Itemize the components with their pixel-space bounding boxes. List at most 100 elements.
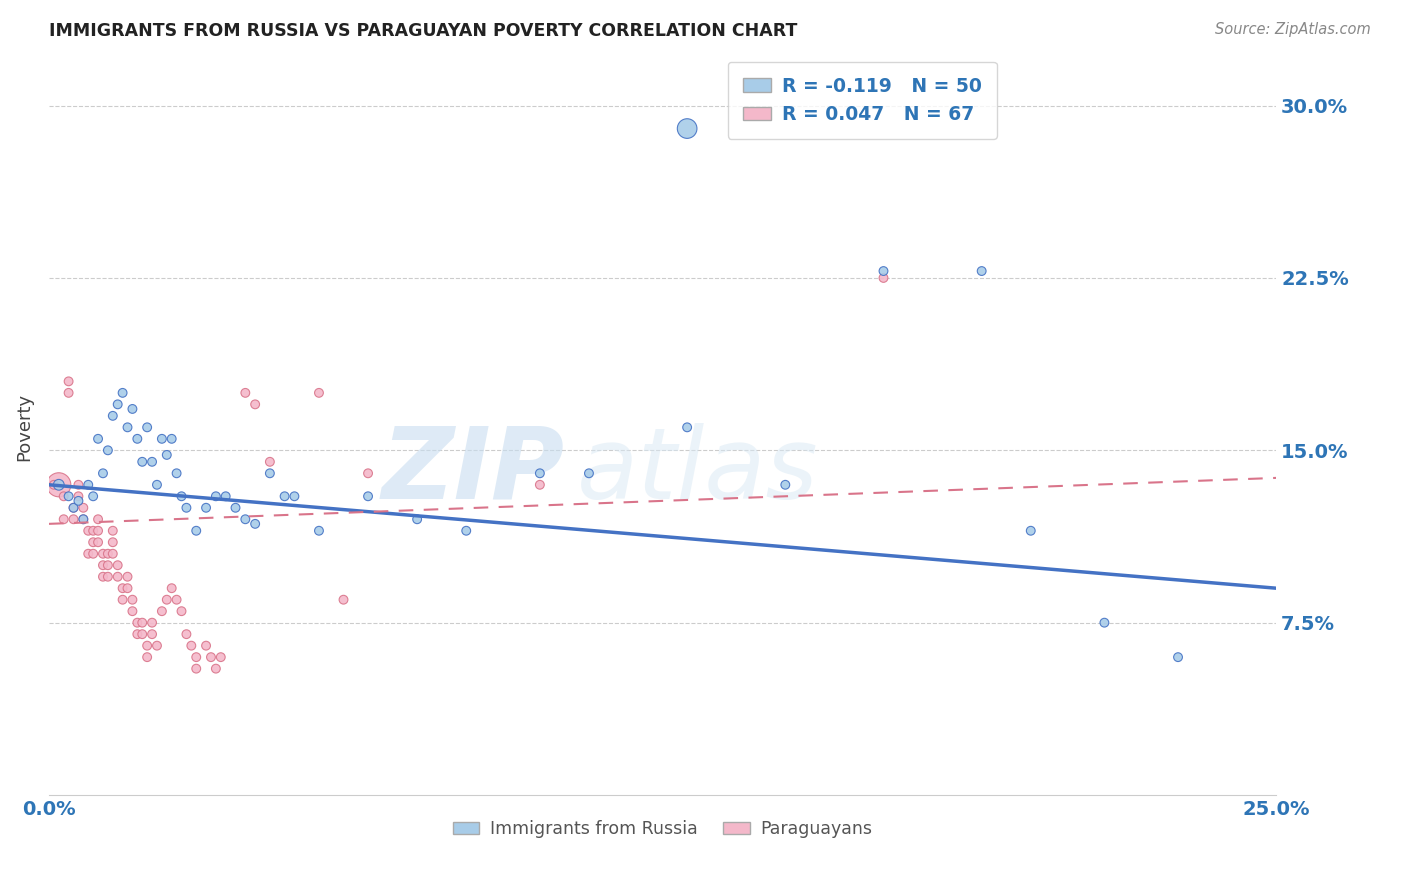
Point xyxy=(176,627,198,641)
Point xyxy=(62,500,84,515)
Point xyxy=(308,524,330,538)
Point xyxy=(101,524,124,538)
Text: ZIP: ZIP xyxy=(381,423,564,520)
Point xyxy=(101,547,124,561)
Point xyxy=(136,420,159,434)
Point xyxy=(67,477,90,491)
Point xyxy=(87,524,110,538)
Point xyxy=(67,494,90,508)
Point xyxy=(87,512,110,526)
Point xyxy=(1167,650,1189,665)
Point xyxy=(121,592,143,607)
Point xyxy=(111,592,134,607)
Point xyxy=(97,443,120,458)
Point xyxy=(72,512,94,526)
Text: atlas: atlas xyxy=(576,423,818,520)
Point xyxy=(91,570,114,584)
Point xyxy=(141,627,163,641)
Point xyxy=(72,512,94,526)
Point xyxy=(48,477,70,491)
Point xyxy=(156,592,179,607)
Point xyxy=(117,581,139,595)
Point xyxy=(82,535,104,549)
Point xyxy=(332,592,354,607)
Point xyxy=(273,489,295,503)
Y-axis label: Poverty: Poverty xyxy=(15,393,32,461)
Point xyxy=(872,264,894,278)
Point xyxy=(195,500,218,515)
Point xyxy=(121,604,143,618)
Point xyxy=(243,397,266,411)
Point xyxy=(58,375,80,389)
Point xyxy=(578,467,600,481)
Point xyxy=(1019,524,1042,538)
Point xyxy=(357,467,380,481)
Point xyxy=(117,420,139,434)
Point xyxy=(117,570,139,584)
Point xyxy=(233,385,256,400)
Point xyxy=(970,264,993,278)
Point xyxy=(131,627,153,641)
Point xyxy=(529,477,551,491)
Point xyxy=(127,615,149,630)
Point xyxy=(225,500,247,515)
Point xyxy=(180,639,202,653)
Point xyxy=(676,420,699,434)
Point xyxy=(82,524,104,538)
Point xyxy=(131,455,153,469)
Point xyxy=(77,524,100,538)
Point xyxy=(283,489,305,503)
Point xyxy=(127,432,149,446)
Point xyxy=(195,639,218,653)
Point xyxy=(406,512,429,526)
Point xyxy=(77,547,100,561)
Point xyxy=(107,570,129,584)
Point xyxy=(160,581,183,595)
Point xyxy=(1092,615,1115,630)
Point xyxy=(111,581,134,595)
Point xyxy=(456,524,478,538)
Point xyxy=(97,570,120,584)
Point xyxy=(97,558,120,573)
Point xyxy=(136,639,159,653)
Point xyxy=(91,558,114,573)
Point xyxy=(136,650,159,665)
Point xyxy=(141,455,163,469)
Point xyxy=(91,547,114,561)
Point xyxy=(160,432,183,446)
Point xyxy=(72,500,94,515)
Point xyxy=(146,639,169,653)
Point xyxy=(48,477,70,491)
Point xyxy=(156,448,179,462)
Point xyxy=(308,385,330,400)
Point xyxy=(170,604,193,618)
Point xyxy=(62,512,84,526)
Point xyxy=(107,397,129,411)
Point xyxy=(111,385,134,400)
Point xyxy=(141,615,163,630)
Text: Source: ZipAtlas.com: Source: ZipAtlas.com xyxy=(1215,22,1371,37)
Point xyxy=(58,489,80,503)
Point xyxy=(67,489,90,503)
Point xyxy=(170,489,193,503)
Point xyxy=(52,512,75,526)
Point xyxy=(101,409,124,423)
Point xyxy=(101,535,124,549)
Point xyxy=(121,401,143,416)
Point xyxy=(62,500,84,515)
Point xyxy=(82,489,104,503)
Point xyxy=(205,489,228,503)
Point xyxy=(200,650,222,665)
Point xyxy=(259,467,281,481)
Point xyxy=(82,547,104,561)
Point xyxy=(259,455,281,469)
Point xyxy=(91,467,114,481)
Point xyxy=(186,650,208,665)
Point xyxy=(775,477,797,491)
Point xyxy=(243,516,266,531)
Point xyxy=(52,489,75,503)
Point xyxy=(87,535,110,549)
Point xyxy=(529,467,551,481)
Point xyxy=(42,477,65,491)
Point xyxy=(215,489,238,503)
